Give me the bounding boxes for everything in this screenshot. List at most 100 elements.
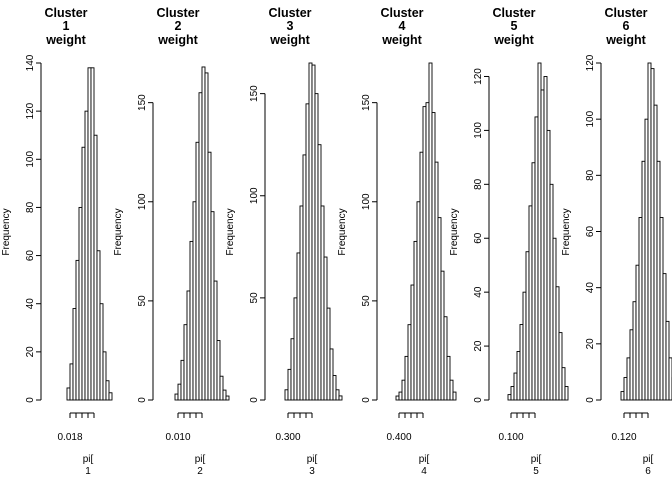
histogram-bar <box>522 291 527 401</box>
histogram-bar <box>564 386 569 401</box>
panel-3-title-line-3: weight <box>269 33 310 47</box>
histogram-panel-1: Cluster1weight020406080100120140Frequenc… <box>1 6 113 477</box>
histogram-bar <box>338 395 343 401</box>
histogram-bar <box>662 273 667 401</box>
panel-1-y-tick-label-1: 20 <box>25 346 36 358</box>
panel-6-y-tick-label-0: 0 <box>585 397 596 403</box>
panel-4-title-line-1: Cluster <box>380 6 423 20</box>
histogram-bar <box>326 307 331 401</box>
panel-3-y-tick-label-0: 0 <box>249 397 260 403</box>
panel-2-y-tick-label-2: 100 <box>137 193 148 210</box>
panel-1-y-tick-label-5: 100 <box>25 151 36 168</box>
histogram-bar <box>105 380 110 401</box>
panel-6-title-line-2: 6 <box>623 19 630 33</box>
histogram-bar <box>632 301 637 401</box>
panel-6-x-tick-label: 0.120 <box>611 432 636 443</box>
panel-2-title-line-2: 2 <box>175 19 182 33</box>
panel-6-x-axis-label-line-1: pi[ <box>643 454 654 465</box>
panel-6-y-tick-label-6: 120 <box>585 54 596 71</box>
panel-1-y-tick-label-4: 80 <box>25 201 36 213</box>
panel-5-title-line-3: weight <box>493 33 534 47</box>
panel-4-y-tick-label-0: 0 <box>361 397 372 403</box>
panel-4-x-axis-label-line-2: 4 <box>421 466 427 477</box>
histogram-bar <box>668 357 672 401</box>
panel-5-y-tick-label-6: 120 <box>473 68 484 85</box>
panel-3-x-axis-label-line-1: pi[ <box>307 454 318 465</box>
panel-5-y-axis-label: Frequency <box>449 208 460 255</box>
panel-4-x-axis-label-line-1: pi[ <box>419 454 430 465</box>
panel-3-x-axis-label-line-2: 3 <box>309 466 315 477</box>
panel-4-x-tick-label: 0.400 <box>386 432 411 443</box>
histogram-bar <box>546 129 551 401</box>
panel-3-title-line-1: Cluster <box>268 6 311 20</box>
histogram-bar <box>284 389 289 401</box>
histogram-bar <box>653 104 658 401</box>
panel-2-y-tick-label-0: 0 <box>137 397 148 403</box>
histogram-bar <box>398 391 403 401</box>
histogram-bar <box>665 320 670 401</box>
panel-4-y-axis-label: Frequency <box>337 208 348 255</box>
panel-5-x-axis-label-line-2: 5 <box>533 466 539 477</box>
panel-2-y-tick-label-1: 50 <box>137 295 148 307</box>
panel-6-title-line-3: weight <box>605 33 646 47</box>
histogram-bar <box>422 106 427 401</box>
histogram-bar <box>219 375 224 401</box>
panel-1-y-axis-label: Frequency <box>1 208 12 255</box>
panel-1-y-tick-label-3: 60 <box>25 250 36 262</box>
histogram-panel-5: Cluster5weight020406080100120Frequency0.… <box>449 6 569 477</box>
histogram-bar <box>443 316 448 401</box>
panel-2-x-axis-label-line-1: pi[ <box>195 454 206 465</box>
panel-6-x-axis-label-line-2: 6 <box>645 466 651 477</box>
panel-1-x-axis-label-line-2: 1 <box>85 466 91 477</box>
panel-1-y-tick-label-6: 120 <box>25 102 36 119</box>
panel-1-y-tick-label-0: 0 <box>25 397 36 403</box>
panel-2-x-tick-label: 0.010 <box>165 432 190 443</box>
histogram-bar <box>293 297 298 401</box>
panel-3-y-tick-label-2: 100 <box>249 187 260 204</box>
panel-5-y-tick-label-4: 80 <box>473 178 484 190</box>
panel-1-title-line-1: Cluster <box>44 6 87 20</box>
histogram-bar <box>302 154 307 401</box>
histogram-bar <box>525 251 530 401</box>
panel-5-y-tick-label-2: 40 <box>473 286 484 298</box>
panel-2-title-line-1: Cluster <box>156 6 199 20</box>
histogram-bar <box>395 395 400 401</box>
panel-2-y-axis-label: Frequency <box>113 208 124 255</box>
histogram-bar <box>401 379 406 401</box>
histogram-bar <box>287 368 292 401</box>
histogram-bar <box>513 372 518 401</box>
panel-4-y-tick-label-3: 150 <box>361 94 372 111</box>
histogram-bar <box>314 93 319 401</box>
histogram-bar <box>540 89 545 401</box>
histogram-bar <box>225 395 230 401</box>
histogram-bar <box>308 62 313 401</box>
panel-1-title-line-3: weight <box>45 33 86 47</box>
histogram-bar <box>543 76 548 401</box>
panel-5-x-tick-label: 0.100 <box>498 432 523 443</box>
histogram-bar <box>555 286 560 401</box>
histogram-bar <box>531 162 536 401</box>
panel-2-y-tick-label-3: 150 <box>137 94 148 111</box>
histogram-bar <box>299 205 304 401</box>
panel-3-title-line-2: 3 <box>287 19 294 33</box>
panel-5-y-tick-label-5: 100 <box>473 122 484 139</box>
histogram-bar <box>647 62 652 401</box>
panel-6-y-tick-label-1: 20 <box>585 338 596 350</box>
histogram-bar <box>320 205 325 401</box>
histogram-bar <box>428 62 433 401</box>
histogram-bar <box>644 118 649 401</box>
histogram-bar <box>290 338 295 401</box>
histogram-bar <box>552 237 557 401</box>
panel-3-x-tick-label: 0.300 <box>275 432 300 443</box>
histogram-bar <box>425 102 430 401</box>
panel-2-title-line-3: weight <box>157 33 198 47</box>
histogram-bar <box>108 392 113 401</box>
histogram-bar <box>650 68 655 401</box>
histogram-bar <box>305 103 310 401</box>
histogram-bar <box>558 332 563 401</box>
histogram-bar <box>407 324 412 401</box>
histogram-bar <box>507 394 512 401</box>
